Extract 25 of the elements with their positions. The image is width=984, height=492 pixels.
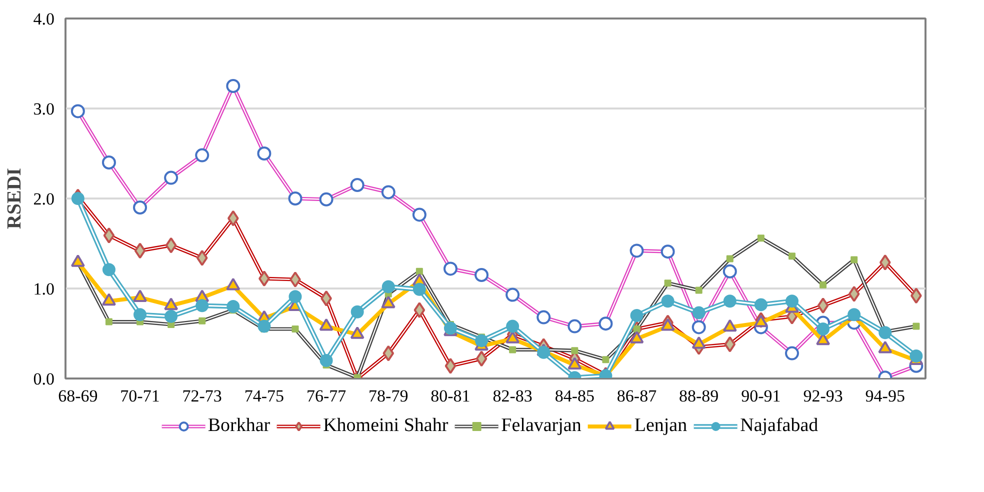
y-tick-label: 0.0 <box>33 370 54 388</box>
x-tick-label: 76-77 <box>306 386 347 406</box>
x-tick-label: 84-85 <box>554 386 595 406</box>
legend-label: Najafabad <box>740 415 818 437</box>
y-tick-label: 2.0 <box>33 190 54 208</box>
y-tick-label: 1.0 <box>33 280 54 298</box>
legend-label: Felavarjan <box>501 415 582 437</box>
legend-label: Khomeini Shahr <box>323 415 448 437</box>
x-tick-label: 94-95 <box>865 386 905 406</box>
x-tick-label: 68-69 <box>58 386 98 406</box>
x-tick-label: 86-87 <box>616 386 658 406</box>
legend-label: Lenjan <box>634 415 688 437</box>
x-tick-label: 74-75 <box>244 386 284 406</box>
y-tick-label: 3.0 <box>33 100 54 118</box>
x-tick-label: 70-71 <box>120 386 160 406</box>
y-axis-title: RSEDI <box>3 168 26 230</box>
x-tick-label: 88-89 <box>679 386 719 406</box>
legend-label: Borkhar <box>208 415 270 437</box>
x-tick-label: 72-73 <box>182 386 222 406</box>
y-tick-label: 4.0 <box>33 10 54 28</box>
x-tick-label: 92-93 <box>803 386 843 406</box>
x-tick-label: 78-79 <box>368 386 408 406</box>
x-tick-label: 90-91 <box>741 386 781 406</box>
x-tick-label: 82-83 <box>492 386 532 406</box>
x-tick-label: 80-81 <box>430 386 470 406</box>
